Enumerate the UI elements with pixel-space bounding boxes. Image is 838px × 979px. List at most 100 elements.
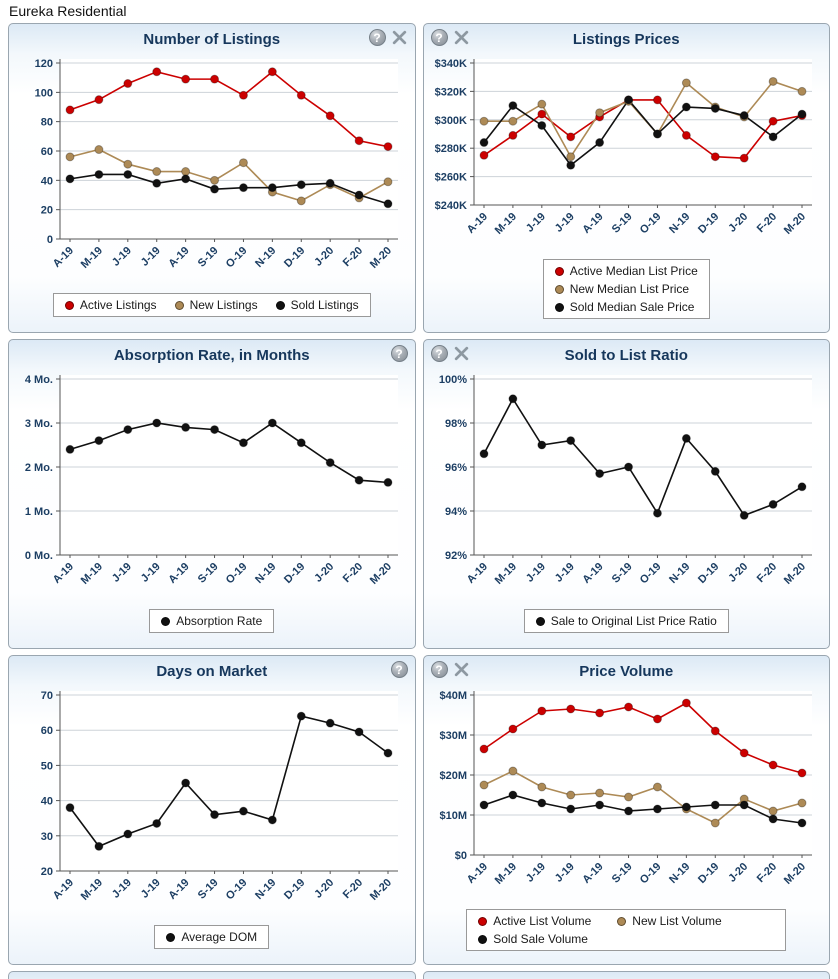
panel-days-on-market: Days on Market ? 20 30 40 50 60 70 A-19 M-19 J-1… [8, 655, 416, 965]
svg-text:70: 70 [41, 690, 53, 702]
svg-text:O-19: O-19 [224, 245, 250, 271]
tools-icon[interactable] [453, 29, 470, 46]
legend-marker-icon [554, 302, 564, 312]
panel-header: Sold to List Ratio ? [428, 342, 826, 369]
help-icon[interactable]: ? [390, 345, 408, 362]
svg-text:$20M: $20M [440, 770, 468, 782]
legend-item: Active Median List Price [554, 264, 698, 278]
legend-item: Sold Listings [275, 298, 359, 312]
svg-text:D-19: D-19 [696, 861, 721, 886]
svg-text:A-19: A-19 [51, 877, 76, 902]
svg-text:$10M: $10M [440, 810, 468, 822]
svg-text:O-19: O-19 [638, 211, 664, 237]
svg-text:M-20: M-20 [782, 211, 808, 237]
svg-text:20: 20 [41, 866, 53, 878]
panel-absorption-rate: Absorption Rate, in Months ? 0 Mo. 1 Mo. 2… [8, 339, 416, 649]
help-icon[interactable]: ? [430, 661, 448, 678]
svg-text:J-19: J-19 [553, 861, 577, 885]
chart-area: 92% 94% 96% 98% 100% A-19 M-19 J-19 J-19 A-19 S-19… [428, 369, 824, 601]
svg-text:$240K: $240K [435, 200, 467, 212]
svg-text:F-20: F-20 [340, 877, 364, 901]
svg-text:M-20: M-20 [782, 561, 808, 587]
svg-text:A-19: A-19 [166, 245, 191, 270]
panel-listings-prices: Listings Prices ? $240K $260K $280K $300K $3… [422, 23, 830, 333]
svg-text:F-20: F-20 [755, 211, 779, 235]
help-icon[interactable]: ? [390, 661, 408, 678]
svg-text:4 Mo.: 4 Mo. [25, 374, 53, 386]
legend-box: Active Median List Price New Median List … [542, 259, 710, 319]
panel-icon-group: ? [430, 345, 470, 362]
svg-text:O-19: O-19 [224, 877, 250, 903]
svg-text:J-19: J-19 [110, 877, 134, 901]
svg-text:92%: 92% [445, 550, 467, 562]
panel-title: Number of Listings [143, 31, 281, 48]
svg-text:M-19: M-19 [79, 561, 105, 587]
svg-text:O-19: O-19 [224, 561, 250, 587]
svg-text:N-19: N-19 [253, 561, 278, 586]
chart-area: 0 Mo. 1 Mo. 2 Mo. 3 Mo. 4 Mo. A-19 M-19 J-19 J-1… [14, 369, 410, 601]
panel-sold-to-list-ratio: Sold to List Ratio ? 92% 94% 96% 98% 100% A-1… [422, 339, 830, 649]
svg-text:F-20: F-20 [755, 861, 779, 885]
svg-text:M-19: M-19 [493, 561, 519, 587]
tools-icon[interactable] [391, 29, 408, 46]
svg-text:J-20: J-20 [312, 877, 336, 901]
legend-label: Sale to Original List Price Ratio [550, 614, 717, 628]
tools-icon[interactable] [453, 345, 470, 362]
svg-text:A-19: A-19 [465, 211, 490, 236]
svg-text:M-20: M-20 [782, 861, 808, 887]
help-icon[interactable]: ? [368, 29, 386, 46]
svg-text:A-19: A-19 [581, 211, 606, 236]
svg-text:0 Mo.: 0 Mo. [25, 550, 53, 562]
svg-text:N-19: N-19 [253, 877, 278, 902]
svg-text:20: 20 [41, 205, 53, 217]
svg-text:F-20: F-20 [340, 561, 364, 585]
help-icon[interactable]: ? [430, 29, 448, 46]
svg-text:N-19: N-19 [667, 861, 692, 886]
svg-text:S-19: S-19 [610, 211, 635, 236]
panel-icon-group: ? [368, 29, 408, 46]
svg-text:J-19: J-19 [553, 561, 577, 585]
svg-text:96%: 96% [445, 462, 467, 474]
charts-grid: Number of Listings ? 0 20 40 60 80 100 120 A-19… [8, 23, 830, 965]
legend-item: New List Volume [617, 914, 722, 928]
panel-header: Listings Prices ? [428, 26, 826, 53]
svg-text:A-19: A-19 [581, 861, 606, 886]
svg-text:D-19: D-19 [282, 561, 307, 586]
svg-text:F-20: F-20 [340, 245, 364, 269]
panel-icon-group: ? [430, 29, 470, 46]
svg-text:$280K: $280K [435, 143, 467, 155]
svg-text:$320K: $320K [435, 86, 467, 98]
svg-text:J-19: J-19 [139, 245, 163, 269]
tools-icon[interactable] [453, 661, 470, 678]
legend-label: Active Median List Price [569, 264, 698, 278]
svg-text:J-19: J-19 [110, 561, 134, 585]
svg-text:$340K: $340K [435, 58, 467, 70]
svg-text:100%: 100% [439, 374, 467, 386]
svg-text:N-19: N-19 [667, 561, 692, 586]
svg-text:J-20: J-20 [312, 561, 336, 585]
panel-title: Sold to List Ratio [564, 347, 688, 364]
legend-item: Sold Median Sale Price [554, 300, 694, 314]
svg-text:120: 120 [34, 58, 52, 70]
svg-text:J-19: J-19 [139, 877, 163, 901]
svg-text:J-19: J-19 [524, 561, 548, 585]
svg-text:60: 60 [41, 725, 53, 737]
legend-marker-icon [478, 934, 488, 944]
legend-label: New Median List Price [569, 282, 690, 296]
svg-text:2 Mo.: 2 Mo. [25, 462, 53, 474]
legend-marker-icon [166, 932, 176, 942]
svg-text:50: 50 [41, 760, 53, 772]
svg-text:N-19: N-19 [667, 211, 692, 236]
help-icon[interactable]: ? [430, 345, 448, 362]
svg-text:3 Mo.: 3 Mo. [25, 418, 53, 430]
svg-text:30: 30 [41, 831, 53, 843]
legend-marker-icon [275, 300, 285, 310]
next-row-cutoff [8, 971, 830, 979]
svg-text:S-19: S-19 [610, 561, 635, 586]
legend-item: Average DOM [166, 930, 257, 944]
panel-icon-group: ? [390, 345, 408, 362]
legend-item: Sale to Original List Price Ratio [535, 614, 717, 628]
